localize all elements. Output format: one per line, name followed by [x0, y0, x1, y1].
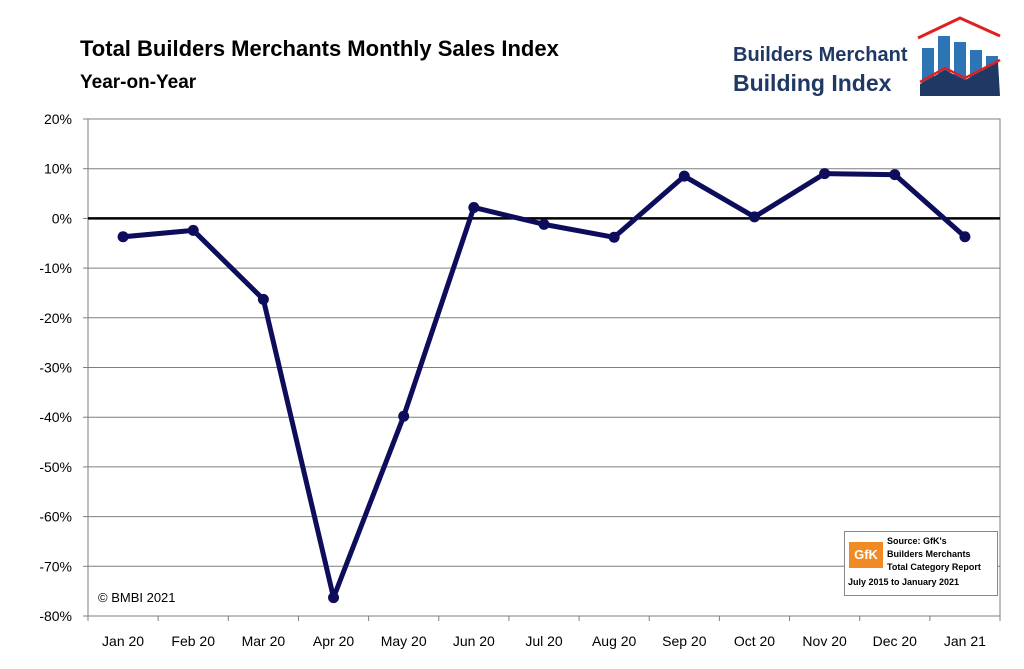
x-tick-label: Oct 20 [734, 633, 775, 649]
source-line2: Builders Merchants [887, 549, 971, 559]
x-tick-label: Dec 20 [873, 633, 918, 649]
y-tick-label: -20% [39, 310, 72, 326]
data-point [959, 231, 971, 243]
y-tick-label: 10% [44, 161, 72, 177]
y-tick-label: -80% [39, 608, 72, 624]
data-point [748, 211, 760, 223]
data-point [328, 592, 340, 604]
data-point [398, 410, 410, 422]
data-point [468, 201, 480, 213]
source-line1: Source: GfK's [887, 536, 947, 546]
data-point [257, 293, 269, 305]
source-box: GfK Source: GfK's Builders Merchants Tot… [844, 531, 998, 596]
logo-line1: Builders Merchant [733, 44, 908, 66]
x-tick-label: May 20 [381, 633, 427, 649]
data-point [608, 231, 620, 243]
x-tick-label: Jan 21 [944, 633, 986, 649]
bmbi-logo-graphic [917, 16, 1001, 96]
chart-title: Total Builders Merchants Monthly Sales I… [80, 36, 559, 61]
data-point [187, 224, 199, 236]
chart-subtitle: Year-on-Year [80, 72, 197, 93]
y-tick-label: 20% [44, 111, 72, 127]
y-tick-label: -60% [39, 509, 72, 525]
source-line3: Total Category Report [887, 562, 981, 572]
y-tick-label: -50% [39, 459, 72, 475]
y-tick-label: -70% [39, 558, 72, 574]
data-point [538, 218, 550, 230]
y-tick-label: 0% [52, 210, 72, 226]
x-tick-label: Jul 20 [525, 633, 563, 649]
gfk-logo: GfK [849, 542, 883, 568]
y-tick-label: -30% [39, 360, 72, 376]
logo-line2: Building Index [733, 70, 892, 96]
copyright-text: © BMBI 2021 [98, 590, 176, 605]
x-tick-label: Apr 20 [313, 633, 354, 649]
y-tick-label: -10% [39, 260, 72, 276]
series-line [122, 171, 967, 601]
x-tick-label: Nov 20 [802, 633, 847, 649]
x-tick-label: Jan 20 [102, 633, 144, 649]
data-point [819, 168, 831, 180]
source-line4: July 2015 to January 2021 [848, 577, 960, 587]
data-point [117, 231, 129, 243]
data-point [678, 170, 690, 182]
x-tick-label: Aug 20 [592, 633, 637, 649]
x-tick-label: Sep 20 [662, 633, 707, 649]
x-tick-label: Feb 20 [171, 633, 215, 649]
bmbi-logo: Builders Merchant Building Index [730, 14, 1006, 102]
y-tick-label: -40% [39, 409, 72, 425]
x-tick-label: Jun 20 [453, 633, 495, 649]
data-point [889, 169, 901, 181]
x-tick-label: Mar 20 [242, 633, 286, 649]
